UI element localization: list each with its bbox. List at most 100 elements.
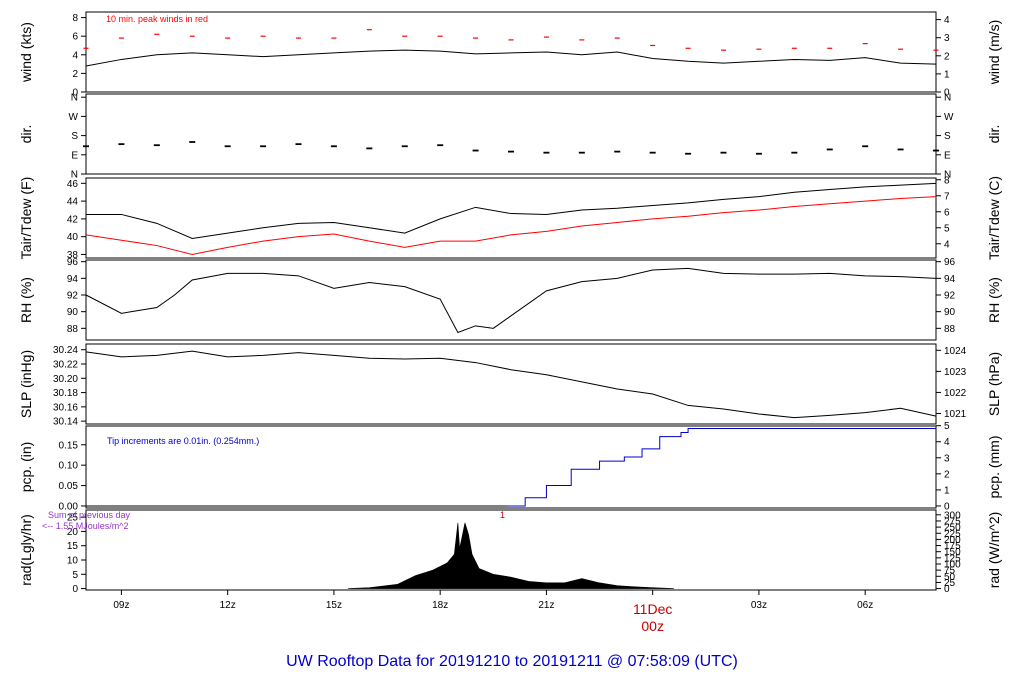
wind-left-tick-label: 0 <box>72 88 78 99</box>
x-tick-label: 12z <box>220 600 236 611</box>
x-tick-label: 21z <box>538 600 554 611</box>
slp-left-tick-label: 30.14 <box>53 417 78 428</box>
pcp-series-line <box>86 427 936 507</box>
rad-left-tick-label: 15 <box>67 541 79 552</box>
pcp-frame <box>85 425 937 509</box>
rad-left-axis-title: rad(Lgly/hr) <box>18 514 34 586</box>
rad-right-tick-label: 300 <box>944 510 961 521</box>
pcp-right-tick-label: 3 <box>944 453 950 464</box>
rh-frame <box>85 259 937 341</box>
rh-right-tick-label: 90 <box>944 307 956 318</box>
wind-annotation: 10 min. peak winds in red <box>106 14 208 24</box>
pcp-left-tick-label: 0.00 <box>59 501 79 512</box>
rad-left-tick-label: 5 <box>72 570 78 581</box>
rh-left-tick-label: 96 <box>67 257 79 268</box>
slp-left-tick-label: 30.20 <box>53 374 78 385</box>
slp-right-tick-label: 1024 <box>944 346 967 357</box>
rad-right-tick-label: 175 <box>944 541 961 552</box>
rh-right-tick-label: 92 <box>944 291 956 302</box>
slp-left-axis-title: SLP (inHg) <box>18 350 34 418</box>
rh-right-tick-label: 96 <box>944 257 956 268</box>
rh-panel: 88 90 92 94 96 88 90 92 94 96 RH (%) RH (%) <box>18 257 1002 341</box>
slp-main-line <box>85 350 937 419</box>
dir-right-tick-label: S <box>944 131 951 142</box>
dir-left-tick-label: W <box>69 112 79 123</box>
wind-right-tick-label: 3 <box>944 33 950 44</box>
slp-left-tick-label: 30.22 <box>53 360 78 371</box>
dir-frame <box>85 93 937 175</box>
slp-right-tick-label: 1021 <box>944 409 967 420</box>
wind-right-axis-title: wind (m/s) <box>986 20 1002 86</box>
dir-left-tick-label: E <box>71 150 78 161</box>
rad-right-tick-label: 225 <box>944 529 961 540</box>
dir-right-tick-label: N <box>944 93 951 104</box>
pcp-right-tick-label: 5 <box>944 421 950 432</box>
x-tick-label: 15z <box>326 600 342 611</box>
rh-right-tick-label: 88 <box>944 324 956 335</box>
pcp-left-tick-label: 0.10 <box>59 461 79 472</box>
temp-right-tick-label: 8 <box>944 175 950 186</box>
wind-left-axis-title: wind (kts) <box>18 22 34 83</box>
rh-left-tick-label: 88 <box>67 324 79 335</box>
slp-panel: 30.14 30.16 30.18 30.20 30.22 30.24 1021 1022 10… <box>18 343 1002 428</box>
rad-right-tick-label: 150 <box>944 547 961 558</box>
rh-left-axis-title: RH (%) <box>18 277 34 323</box>
temp-right-tick-label: 7 <box>944 191 950 202</box>
rh-left-tick-label: 92 <box>67 291 79 302</box>
temp-dew-line <box>85 196 937 255</box>
pcp-right-tick-label: 0 <box>944 501 950 512</box>
wind-main-line <box>85 49 937 67</box>
temp-left-tick-label: 38 <box>67 250 79 261</box>
pcp-left-tick-label: 0.15 <box>59 440 79 451</box>
wind-left-tick-label: 8 <box>72 13 78 24</box>
slp-left-tick-label: 30.18 <box>53 388 78 399</box>
rad-right-axis-title: rad (W/m^2) <box>986 512 1002 589</box>
wind-left-tick-label: 2 <box>72 69 78 80</box>
pcp-right-tick-label: 1 <box>944 485 950 496</box>
x-tick-label: 18z <box>432 600 448 611</box>
pcp-right-axis-title: pcp. (mm) <box>986 436 1002 499</box>
rad-right-tick-label: 25 <box>944 578 956 589</box>
temp-left-axis-title: Tair/Tdew (F) <box>18 177 34 259</box>
temp-frame <box>85 177 937 259</box>
dir-right-tick-label: E <box>944 150 951 161</box>
rad-series-area <box>348 522 674 589</box>
rad-right-tick-label: 200 <box>944 535 961 546</box>
rad-panel: 0510152025025507510012515017520022525027… <box>18 509 1002 595</box>
rad-right-tick-label: 75 <box>944 566 956 577</box>
dir-left-tick-label: S <box>71 131 78 142</box>
x-tick-label: 06z <box>857 600 873 611</box>
temp-right-tick-label: 4 <box>944 239 950 250</box>
rad-annotation-line2: <-- 1.55 MJoules/m^2 <box>42 521 129 531</box>
temp-air-line <box>86 182 937 239</box>
rad-right-tick-label: 50 <box>944 572 956 583</box>
wind-right-tick-label: 4 <box>944 15 950 26</box>
x-tick-label: 03z <box>751 600 767 611</box>
dir-left-axis-title: dir. <box>18 125 34 144</box>
temp-left-tick-label: 40 <box>67 232 79 243</box>
pcp-right-tick-label: 4 <box>944 437 950 448</box>
dir-right-tick-label: W <box>944 112 954 123</box>
rad-right-tick-label: 250 <box>944 523 961 534</box>
dir-right-axis-title: dir. <box>986 125 1002 144</box>
slp-right-tick-label: 1022 <box>944 388 967 399</box>
rh-right-tick-label: 94 <box>944 274 956 285</box>
temp-panel: 38 40 42 44 46 4 5 6 7 8 Tair/Tdew (F) Tair/Tdew (C… <box>18 175 1002 261</box>
pcp-left-tick-label: 0.05 <box>59 481 79 492</box>
rad-right-tick-label: 275 <box>944 516 961 527</box>
chart-footer-title: UW Rooftop Data for 20191210 to 20191211… <box>286 653 738 670</box>
slp-right-tick-label: 1023 <box>944 367 967 378</box>
rad-left-tick-label: 10 <box>67 556 79 567</box>
pcp-left-axis-title: pcp. (in) <box>18 442 34 493</box>
pcp-panel: 0.00 0.05 0.10 0.15 0 1 2 3 4 5 pcp. (in) pcp. (mm)… <box>18 421 1002 512</box>
rad-left-tick-label: 0 <box>72 584 78 595</box>
pcp-annotation: Tip increments are 0.01in. (0.254mm.) <box>107 436 259 446</box>
rh-left-tick-label: 94 <box>67 274 79 285</box>
temp-left-tick-label: 46 <box>67 179 79 190</box>
rad-left-tick-label: 25 <box>67 513 79 524</box>
wind-right-tick-label: 1 <box>944 69 950 80</box>
